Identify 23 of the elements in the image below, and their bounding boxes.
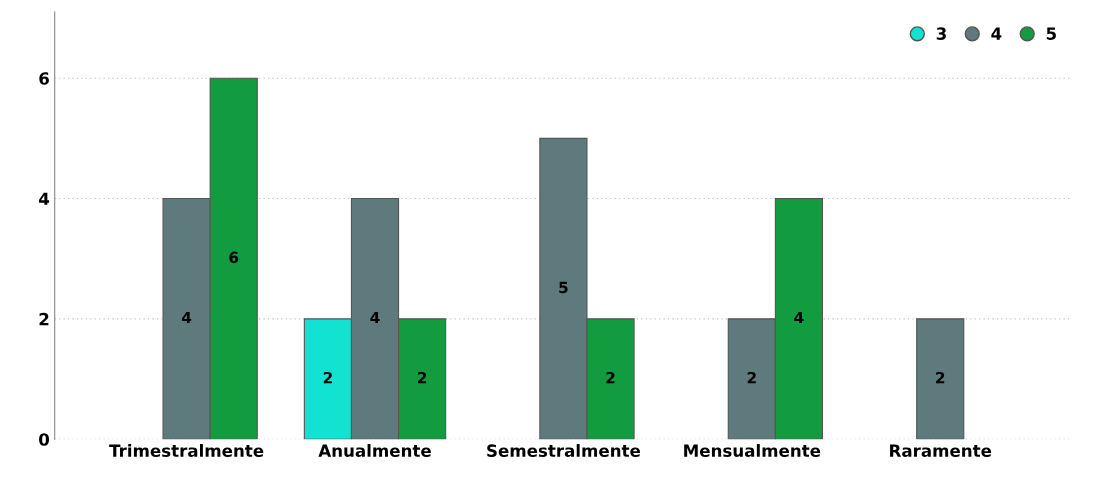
legend-label: 5 <box>1046 27 1056 40</box>
data-label: 2 <box>323 371 332 384</box>
data-label: 5 <box>559 281 568 294</box>
bar <box>916 318 965 440</box>
x-tick-label: Semestralmente <box>487 444 641 457</box>
y-tick-label: 6 <box>39 72 49 85</box>
legend-label: 4 <box>991 27 1002 40</box>
x-tick-label: Mensualmente <box>684 444 821 457</box>
y-tick-label: 2 <box>39 312 49 326</box>
data-label: 2 <box>936 371 945 384</box>
legend-label: 3 <box>936 27 946 40</box>
data-label: 4 <box>181 311 192 324</box>
data-label: 2 <box>606 371 615 384</box>
x-tick-label: Trimestralmente <box>109 444 264 457</box>
data-label: 4 <box>794 311 804 324</box>
data-label: 4 <box>370 311 380 324</box>
x-tick-label: Raramente <box>890 444 992 457</box>
y-tick-label: 0 <box>39 433 50 446</box>
data-label: 2 <box>747 371 756 384</box>
data-label: 2 <box>417 371 427 384</box>
y-tick-label: 4 <box>38 192 50 205</box>
data-label: 6 <box>229 251 239 264</box>
x-tick-label: Anualmente <box>318 444 431 457</box>
